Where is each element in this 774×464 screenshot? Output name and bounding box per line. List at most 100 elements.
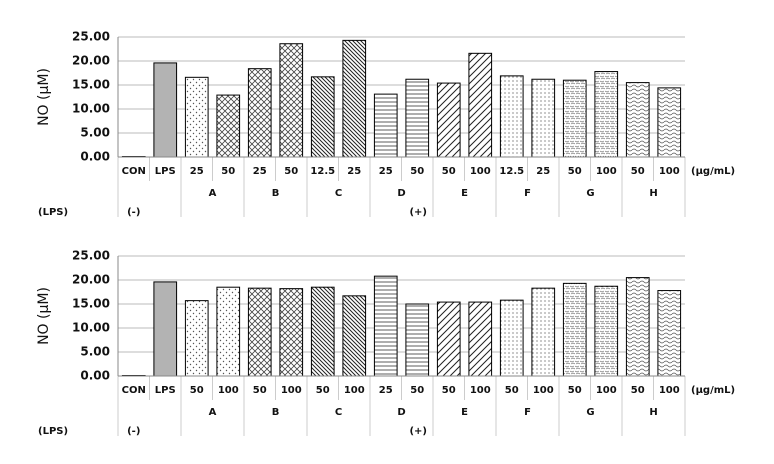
bar — [657, 87, 682, 158]
bar — [279, 288, 304, 377]
bar — [562, 282, 587, 377]
group-label: C — [335, 407, 342, 418]
bar — [310, 76, 335, 158]
y-tick-label: 20.00 — [72, 273, 110, 287]
x-tick-label: 12.5 — [310, 166, 335, 177]
x-tick-label: 100 — [344, 385, 365, 396]
x-tick-label: 25 — [536, 166, 550, 177]
bar — [247, 68, 272, 158]
unit-label: (μg/mL) — [691, 166, 735, 177]
bar — [436, 301, 461, 377]
x-tick-label: 100 — [596, 385, 617, 396]
group-label: G — [586, 407, 594, 418]
x-tick-label: 50 — [442, 385, 456, 396]
group-label: D — [397, 407, 405, 418]
bar — [594, 285, 619, 377]
bar — [310, 286, 335, 377]
bar — [625, 277, 650, 377]
x-tick-label: 50 — [221, 166, 235, 177]
bar — [184, 300, 209, 377]
bar — [342, 39, 367, 158]
bar — [562, 79, 587, 158]
group-label: B — [272, 407, 280, 418]
y-tick-label: 0.00 — [80, 150, 110, 164]
x-tick-label: 50 — [316, 385, 330, 396]
x-tick-label: CON — [122, 166, 146, 177]
group-label: D — [397, 188, 405, 199]
x-tick-label: 25 — [253, 166, 267, 177]
y-axis-label: NO (μM) — [36, 68, 52, 126]
x-tick-label: 50 — [568, 166, 582, 177]
x-tick-label: 50 — [631, 166, 645, 177]
x-tick-label: 50 — [410, 385, 424, 396]
x-tick-label: 25 — [379, 166, 393, 177]
x-tick-label: 100 — [659, 385, 680, 396]
group-label: H — [649, 188, 657, 199]
y-tick-label: 25.00 — [72, 30, 110, 44]
group-label: F — [524, 407, 531, 418]
y-tick-label: 5.00 — [80, 345, 110, 359]
group-label: A — [209, 188, 217, 199]
y-tick-label: 15.00 — [72, 78, 110, 92]
unit-label: (μg/mL) — [691, 385, 735, 396]
bar — [499, 75, 524, 158]
lps-label: (LPS) — [38, 426, 68, 437]
bar — [342, 295, 367, 377]
bar — [499, 299, 524, 377]
group-label: H — [649, 407, 657, 418]
group-label: A — [209, 407, 217, 418]
x-tick-label: LPS — [155, 385, 176, 396]
x-tick-label: 100 — [218, 385, 239, 396]
x-tick-label: 100 — [470, 385, 491, 396]
bar — [216, 286, 241, 377]
bar — [468, 301, 493, 377]
group-label: F — [524, 188, 531, 199]
group-label: B — [272, 188, 280, 199]
x-tick-label: 100 — [533, 385, 554, 396]
lps-minus: (-) — [127, 426, 140, 437]
group-label: E — [461, 188, 468, 199]
bar — [436, 82, 461, 158]
x-tick-label: 100 — [281, 385, 302, 396]
group-label: G — [586, 188, 594, 199]
x-tick-label: 12.5 — [499, 166, 524, 177]
x-tick-label: 25 — [190, 166, 204, 177]
lps-minus: (-) — [127, 207, 140, 218]
bar — [373, 275, 398, 377]
group-label: C — [335, 188, 342, 199]
bar — [279, 43, 304, 158]
x-tick-label: 25 — [379, 385, 393, 396]
x-tick-label: 100 — [596, 166, 617, 177]
bar — [153, 62, 178, 158]
bar — [405, 78, 430, 158]
bar — [531, 287, 556, 377]
x-tick-label: 50 — [568, 385, 582, 396]
x-tick-label: CON — [122, 385, 146, 396]
lps-label: (LPS) — [38, 207, 68, 218]
x-tick-label: 100 — [659, 166, 680, 177]
bar — [247, 287, 272, 377]
y-axis-label: NO (μM) — [36, 287, 52, 345]
bar — [625, 82, 650, 158]
lps-plus: (+) — [409, 426, 427, 437]
bar — [373, 93, 398, 158]
y-tick-label: 15.00 — [72, 297, 110, 311]
bar — [405, 303, 430, 377]
bar — [216, 94, 241, 158]
bar — [184, 76, 209, 158]
x-tick-label: 50 — [442, 166, 456, 177]
x-tick-label: 50 — [284, 166, 298, 177]
bar — [594, 71, 619, 158]
bar — [468, 52, 493, 158]
y-tick-label: 10.00 — [72, 321, 110, 335]
x-tick-label: 50 — [253, 385, 267, 396]
x-tick-label: 50 — [410, 166, 424, 177]
y-tick-label: 25.00 — [72, 249, 110, 263]
group-label: E — [461, 407, 468, 418]
y-tick-label: 10.00 — [72, 102, 110, 116]
bar — [531, 78, 556, 158]
x-tick-label: LPS — [155, 166, 176, 177]
x-tick-label: 50 — [190, 385, 204, 396]
x-tick-label: 50 — [631, 385, 645, 396]
